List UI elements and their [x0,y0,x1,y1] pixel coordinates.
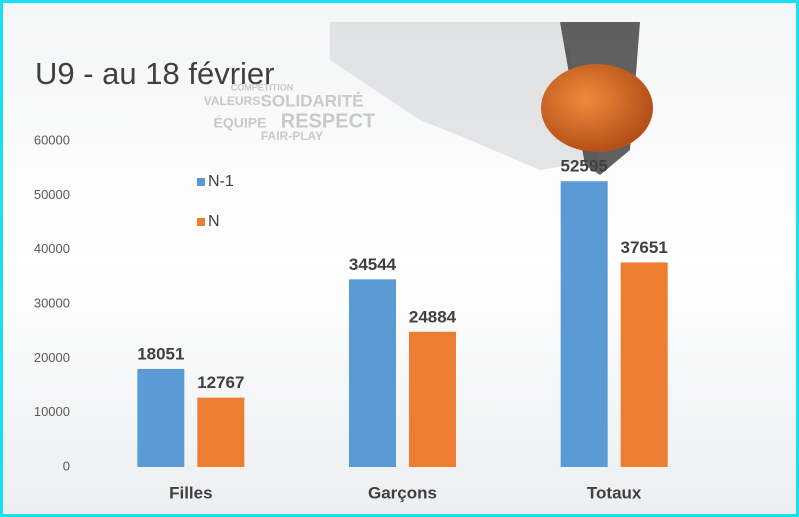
x-tick-label: Totaux [587,483,642,502]
legend-label: N-1 [208,173,234,190]
background-word: VALEURS [204,94,260,108]
value-label: 34544 [349,255,397,274]
value-label: 37651 [621,238,668,257]
y-tick-label: 30000 [34,295,70,310]
value-label: 12767 [197,373,244,392]
y-tick-label: 0 [63,458,70,473]
legend-label: N [208,213,220,230]
player-silhouette [330,22,600,170]
bar [137,368,185,467]
bar [560,181,608,467]
background-words: COMPETITION VALEURS SOLIDARITÉ ÉQUIPE RESPEC… [204,82,375,143]
background-word: ÉQUIPE [214,115,267,131]
ball [541,64,653,152]
value-label: 24884 [409,307,457,326]
x-tick-label: Garçons [368,483,437,502]
bar [197,397,245,467]
y-tick-label: 60000 [34,132,70,147]
background-word: COMPETITION [231,82,294,92]
chart-title: U9 - au 18 février [35,56,275,91]
background-word: RESPECT [281,110,375,132]
y-tick-label: 40000 [34,241,70,256]
legend-swatch [197,178,205,186]
y-tick-label: 10000 [34,404,70,419]
bar [349,279,396,467]
y-tick-label: 50000 [34,187,70,202]
background-word: SOLIDARITÉ [261,91,364,110]
x-tick-label: Filles [169,483,212,502]
value-label: 52595 [561,157,608,176]
background-word: FAIR-PLAY [261,129,323,143]
y-tick-label: 20000 [34,350,70,365]
value-label: 18051 [137,344,184,363]
bar [409,331,456,467]
legend-swatch [197,218,205,226]
bar [620,262,668,467]
